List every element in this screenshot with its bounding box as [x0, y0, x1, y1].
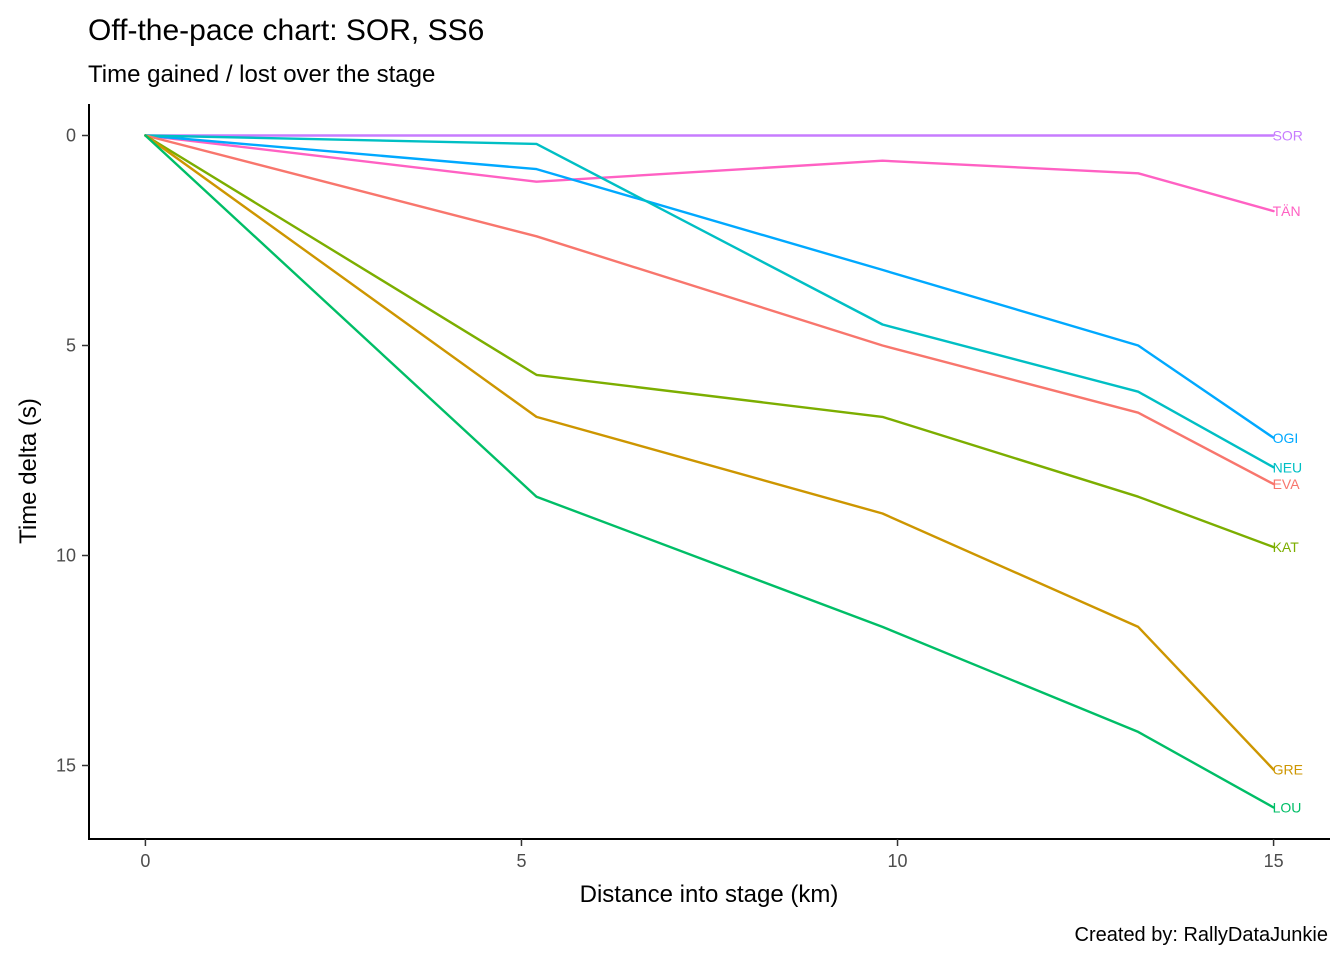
chart-subtitle: Time gained / lost over the stage [88, 61, 435, 88]
series-label-eva: EVA [1273, 476, 1301, 492]
x-tick-label: 15 [1264, 851, 1284, 871]
chart-title: Off-the-pace chart: SOR, SS6 [88, 14, 484, 47]
series-line-gre [144, 134, 1275, 771]
series-line-ogi [144, 134, 1275, 440]
series-label-kat: KAT [1273, 539, 1300, 555]
y-tick-label: 5 [66, 336, 76, 356]
series-label-sor: SOR [1273, 128, 1303, 144]
series-line-kat [144, 134, 1275, 549]
series-label-gre: GRE [1273, 762, 1303, 778]
series-label-lou: LOU [1273, 800, 1302, 816]
x-axis-ticks: 0 5 10 15 [140, 839, 1284, 871]
y-tick-label: 10 [56, 546, 76, 566]
series-line-lou [144, 134, 1275, 809]
x-axis-title: Distance into stage (km) [580, 881, 839, 908]
series-line-tän [144, 134, 1275, 213]
series-label-neu: NEU [1273, 459, 1303, 475]
y-axis-ticks: 0 5 10 15 [56, 126, 89, 776]
series-label-ogi: OGI [1273, 430, 1299, 446]
series-label-tän: TÄN [1273, 203, 1301, 219]
y-axis-title: Time delta (s) [15, 398, 42, 544]
y-tick-label: 0 [66, 126, 76, 146]
x-tick-label: 5 [516, 851, 526, 871]
x-tick-label: 10 [888, 851, 908, 871]
series-line-eva [144, 134, 1275, 486]
y-tick-label: 15 [56, 756, 76, 776]
series-layer [144, 134, 1275, 809]
chart-caption: Created by: RallyDataJunkie [1075, 924, 1328, 946]
x-tick-label: 0 [140, 851, 150, 871]
series-line-neu [144, 134, 1275, 469]
